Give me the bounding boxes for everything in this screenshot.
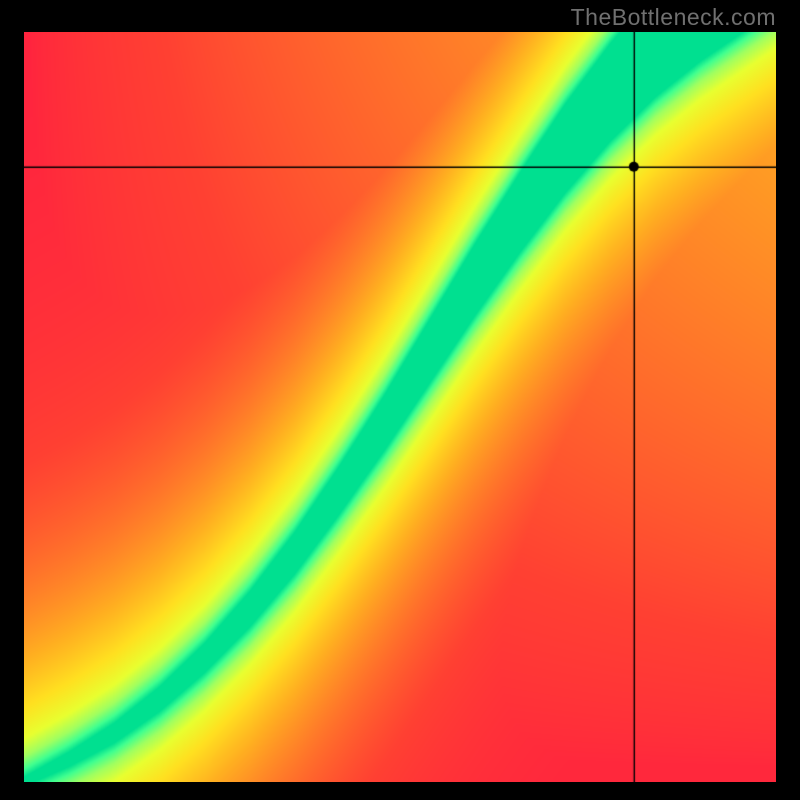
- bottleneck-heatmap: [24, 32, 776, 782]
- watermark-text: TheBottleneck.com: [571, 4, 776, 31]
